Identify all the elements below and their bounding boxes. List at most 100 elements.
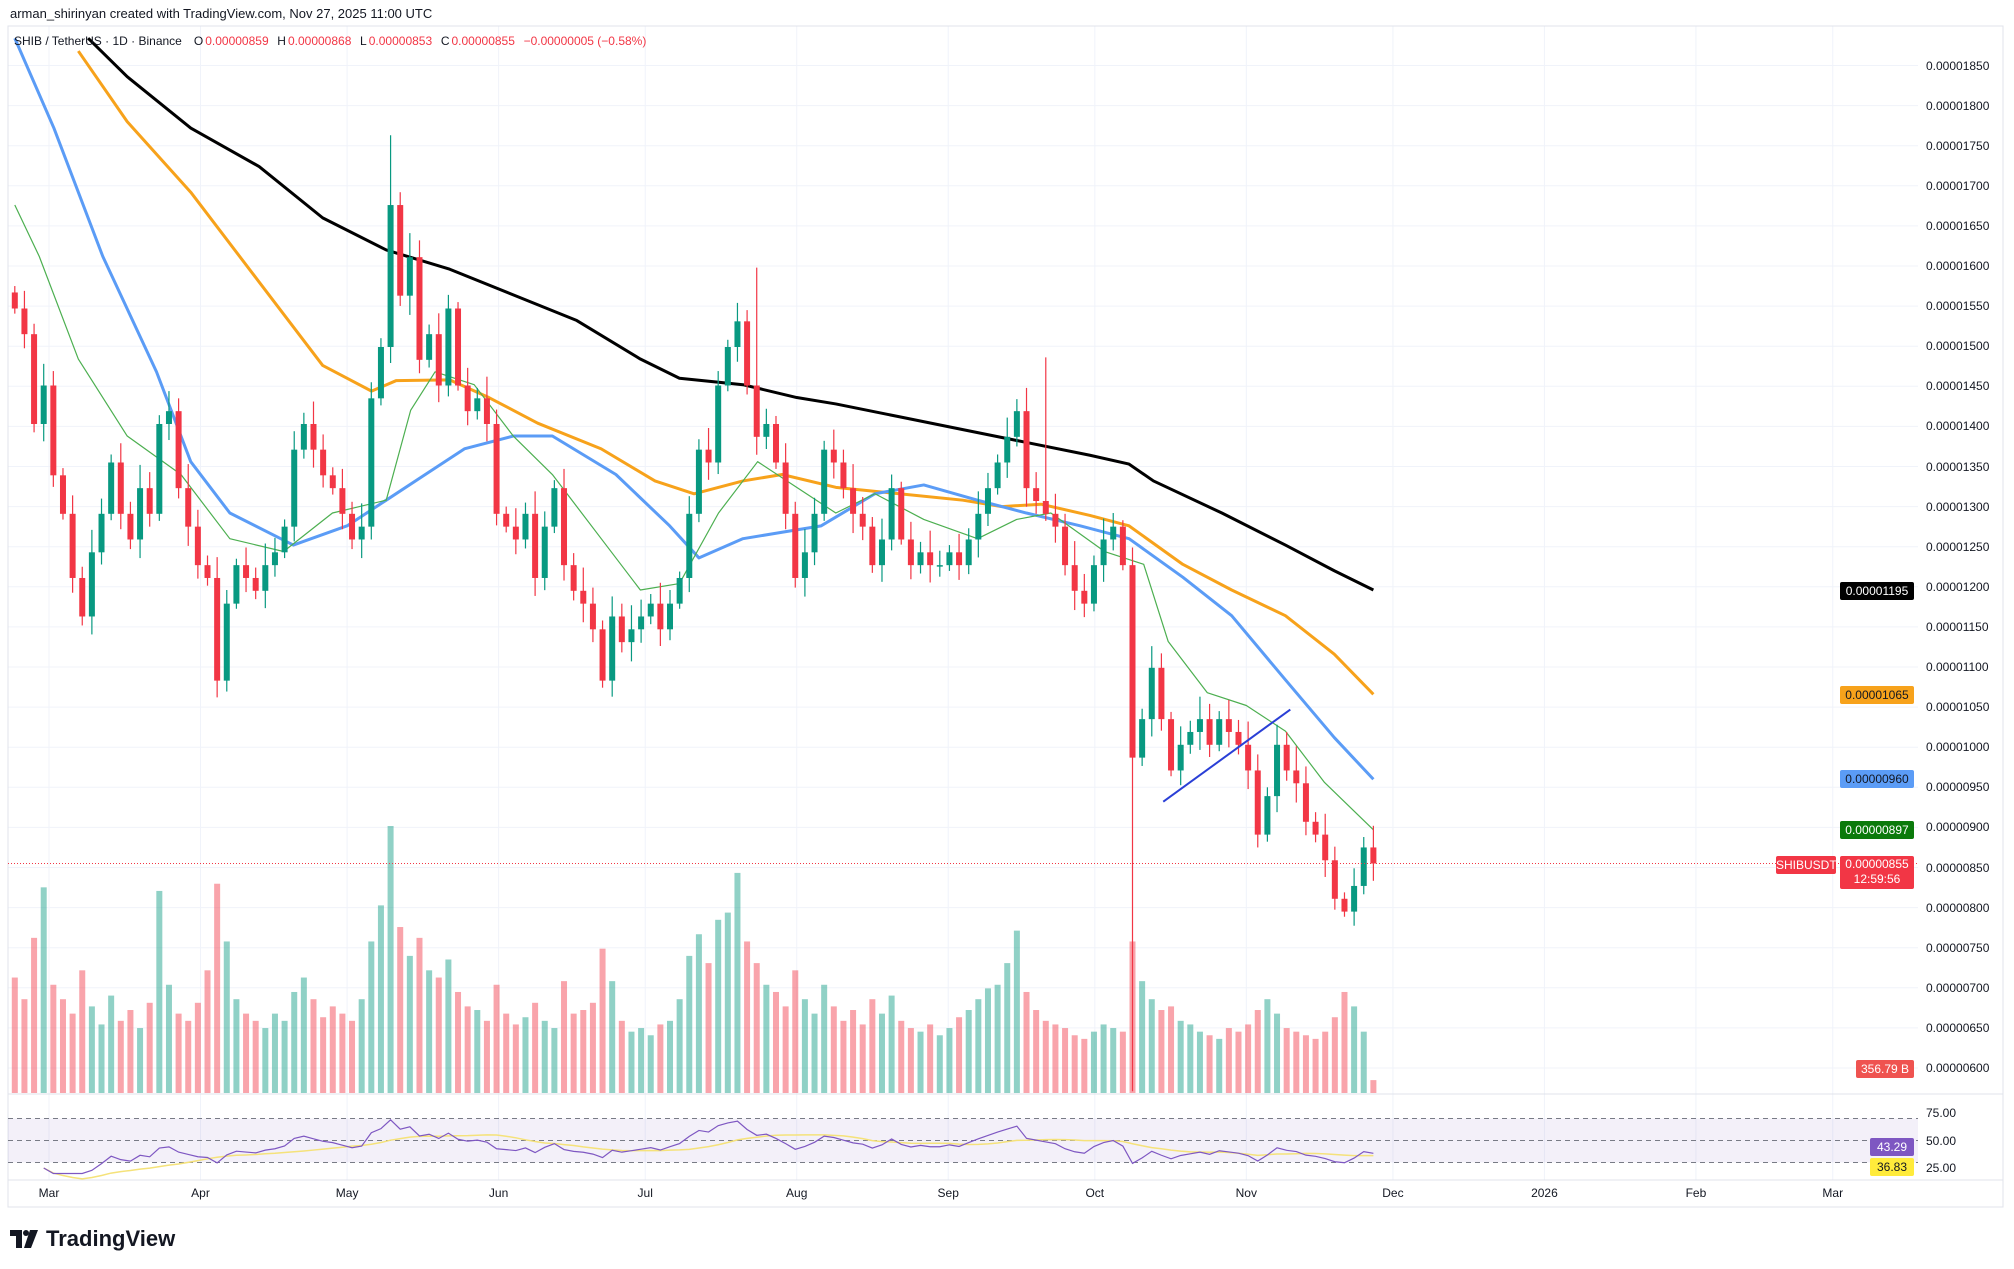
tradingview-logo[interactable]: TradingView (10, 1226, 175, 1252)
candle-body (137, 488, 144, 540)
volume-bar (1004, 963, 1011, 1093)
volume-bar (850, 1010, 857, 1093)
volume-bar (618, 1020, 625, 1093)
candle-body (31, 334, 38, 424)
candle-body (426, 334, 433, 360)
volume-bar (1302, 1035, 1309, 1093)
candle-body (98, 513, 105, 553)
candle-body (1216, 719, 1223, 745)
candle-body (146, 488, 153, 514)
candle-body (1360, 847, 1367, 886)
volume-bar (1187, 1024, 1194, 1093)
volume-bar (917, 1031, 924, 1093)
volume-bar (927, 1024, 934, 1093)
volume-bar (368, 941, 375, 1093)
volume-bar (724, 912, 731, 1093)
candle-body (512, 526, 519, 540)
candle-body (609, 616, 616, 681)
volume-bar (137, 1028, 144, 1093)
price-tick-label: 0.00001750 (1926, 138, 1990, 153)
volume-bar (522, 1017, 529, 1093)
volume-bar (532, 1002, 539, 1093)
bar-countdown: 12:59:56 (1853, 872, 1901, 886)
volume-bar (98, 1024, 105, 1093)
candle-body (657, 603, 664, 630)
candle-body (1139, 719, 1146, 758)
volume-bar (936, 1035, 943, 1093)
candle-body (1013, 411, 1020, 437)
ma20-line (14, 204, 1374, 831)
volume-bar (1341, 991, 1348, 1093)
volume-bar (1235, 1031, 1242, 1093)
candle-body (455, 308, 462, 386)
volume-bar (1177, 1020, 1184, 1093)
candle-body (946, 552, 953, 566)
price-tick-label: 0.00000700 (1926, 980, 1990, 995)
volume-bar (647, 1035, 654, 1093)
candle-body (1283, 744, 1290, 771)
volume-bar (686, 955, 693, 1093)
legend-low-label: L (360, 34, 367, 48)
candle-body (349, 513, 356, 540)
candle-body (792, 513, 799, 578)
volume-bar (1119, 1031, 1126, 1093)
price-tick-label: 0.00001200 (1926, 579, 1990, 594)
candle-body (40, 385, 47, 424)
volume-bar (1033, 1010, 1040, 1093)
time-tick-label: Oct (1085, 1186, 1105, 1200)
price-tick-label: 0.00001450 (1926, 379, 1990, 394)
candle-body (878, 539, 885, 566)
price-tick-label: 0.00001800 (1926, 98, 1990, 113)
volume-bar (214, 883, 221, 1093)
trendline[interactable] (1162, 708, 1291, 803)
price-tick-label: 0.00001000 (1926, 740, 1990, 755)
candle-body (801, 552, 808, 578)
volume-bar (69, 1013, 76, 1093)
moving-averages (13, 37, 1375, 831)
volume-bar (772, 991, 779, 1093)
price-tick-label: 0.00001700 (1926, 178, 1990, 193)
candle-body (493, 423, 500, 514)
volume-bar (204, 970, 211, 1093)
rsi-tick-label: 75.00 (1926, 1106, 1957, 1120)
candle-body (628, 629, 635, 643)
candle-body (1090, 565, 1097, 604)
volume-bar (1322, 1031, 1329, 1093)
price-tick-label: 0.00000800 (1926, 900, 1990, 915)
volume-bar (483, 1020, 490, 1093)
volume-bar (667, 1020, 674, 1093)
volume-bar (715, 919, 722, 1093)
legend-symbol[interactable]: SHIB / TetherUS · 1D · Binance (14, 34, 182, 48)
candle-body (782, 462, 789, 514)
time-tick-label: Mar (1822, 1186, 1844, 1200)
volume-bar (1293, 1031, 1300, 1093)
price-tick-label: 0.00001600 (1926, 259, 1990, 273)
candle-body (936, 565, 943, 567)
candle-body (676, 577, 683, 604)
ma200-line (87, 37, 1375, 592)
volume-bar (753, 963, 760, 1093)
ma100-badge: 0.00001065 (1840, 686, 1914, 704)
price-tick-label: 0.00000850 (1926, 860, 1990, 875)
volume-bar (233, 999, 240, 1093)
candle-body (1341, 898, 1348, 912)
candle-body (1042, 500, 1049, 514)
time-tick-label: Apr (191, 1186, 210, 1200)
candle-body (753, 385, 760, 437)
volume-bar (561, 981, 568, 1093)
candle-body (830, 449, 837, 463)
chart-credit: arman_shirinyan created with TradingView… (10, 6, 433, 21)
candle-body (1033, 488, 1040, 501)
volume-bar (194, 1002, 201, 1093)
volume-bar (956, 1017, 963, 1093)
volume-bar (869, 999, 876, 1093)
candle-body (994, 462, 1001, 489)
volume-bar (1312, 1038, 1319, 1093)
candle-body (811, 513, 818, 553)
candle-body (262, 565, 269, 591)
price-tick-label: 0.00001850 (1926, 58, 1990, 73)
candle-body (69, 513, 76, 578)
candles (11, 135, 1377, 1092)
time-tick-label: Feb (1685, 1186, 1707, 1200)
